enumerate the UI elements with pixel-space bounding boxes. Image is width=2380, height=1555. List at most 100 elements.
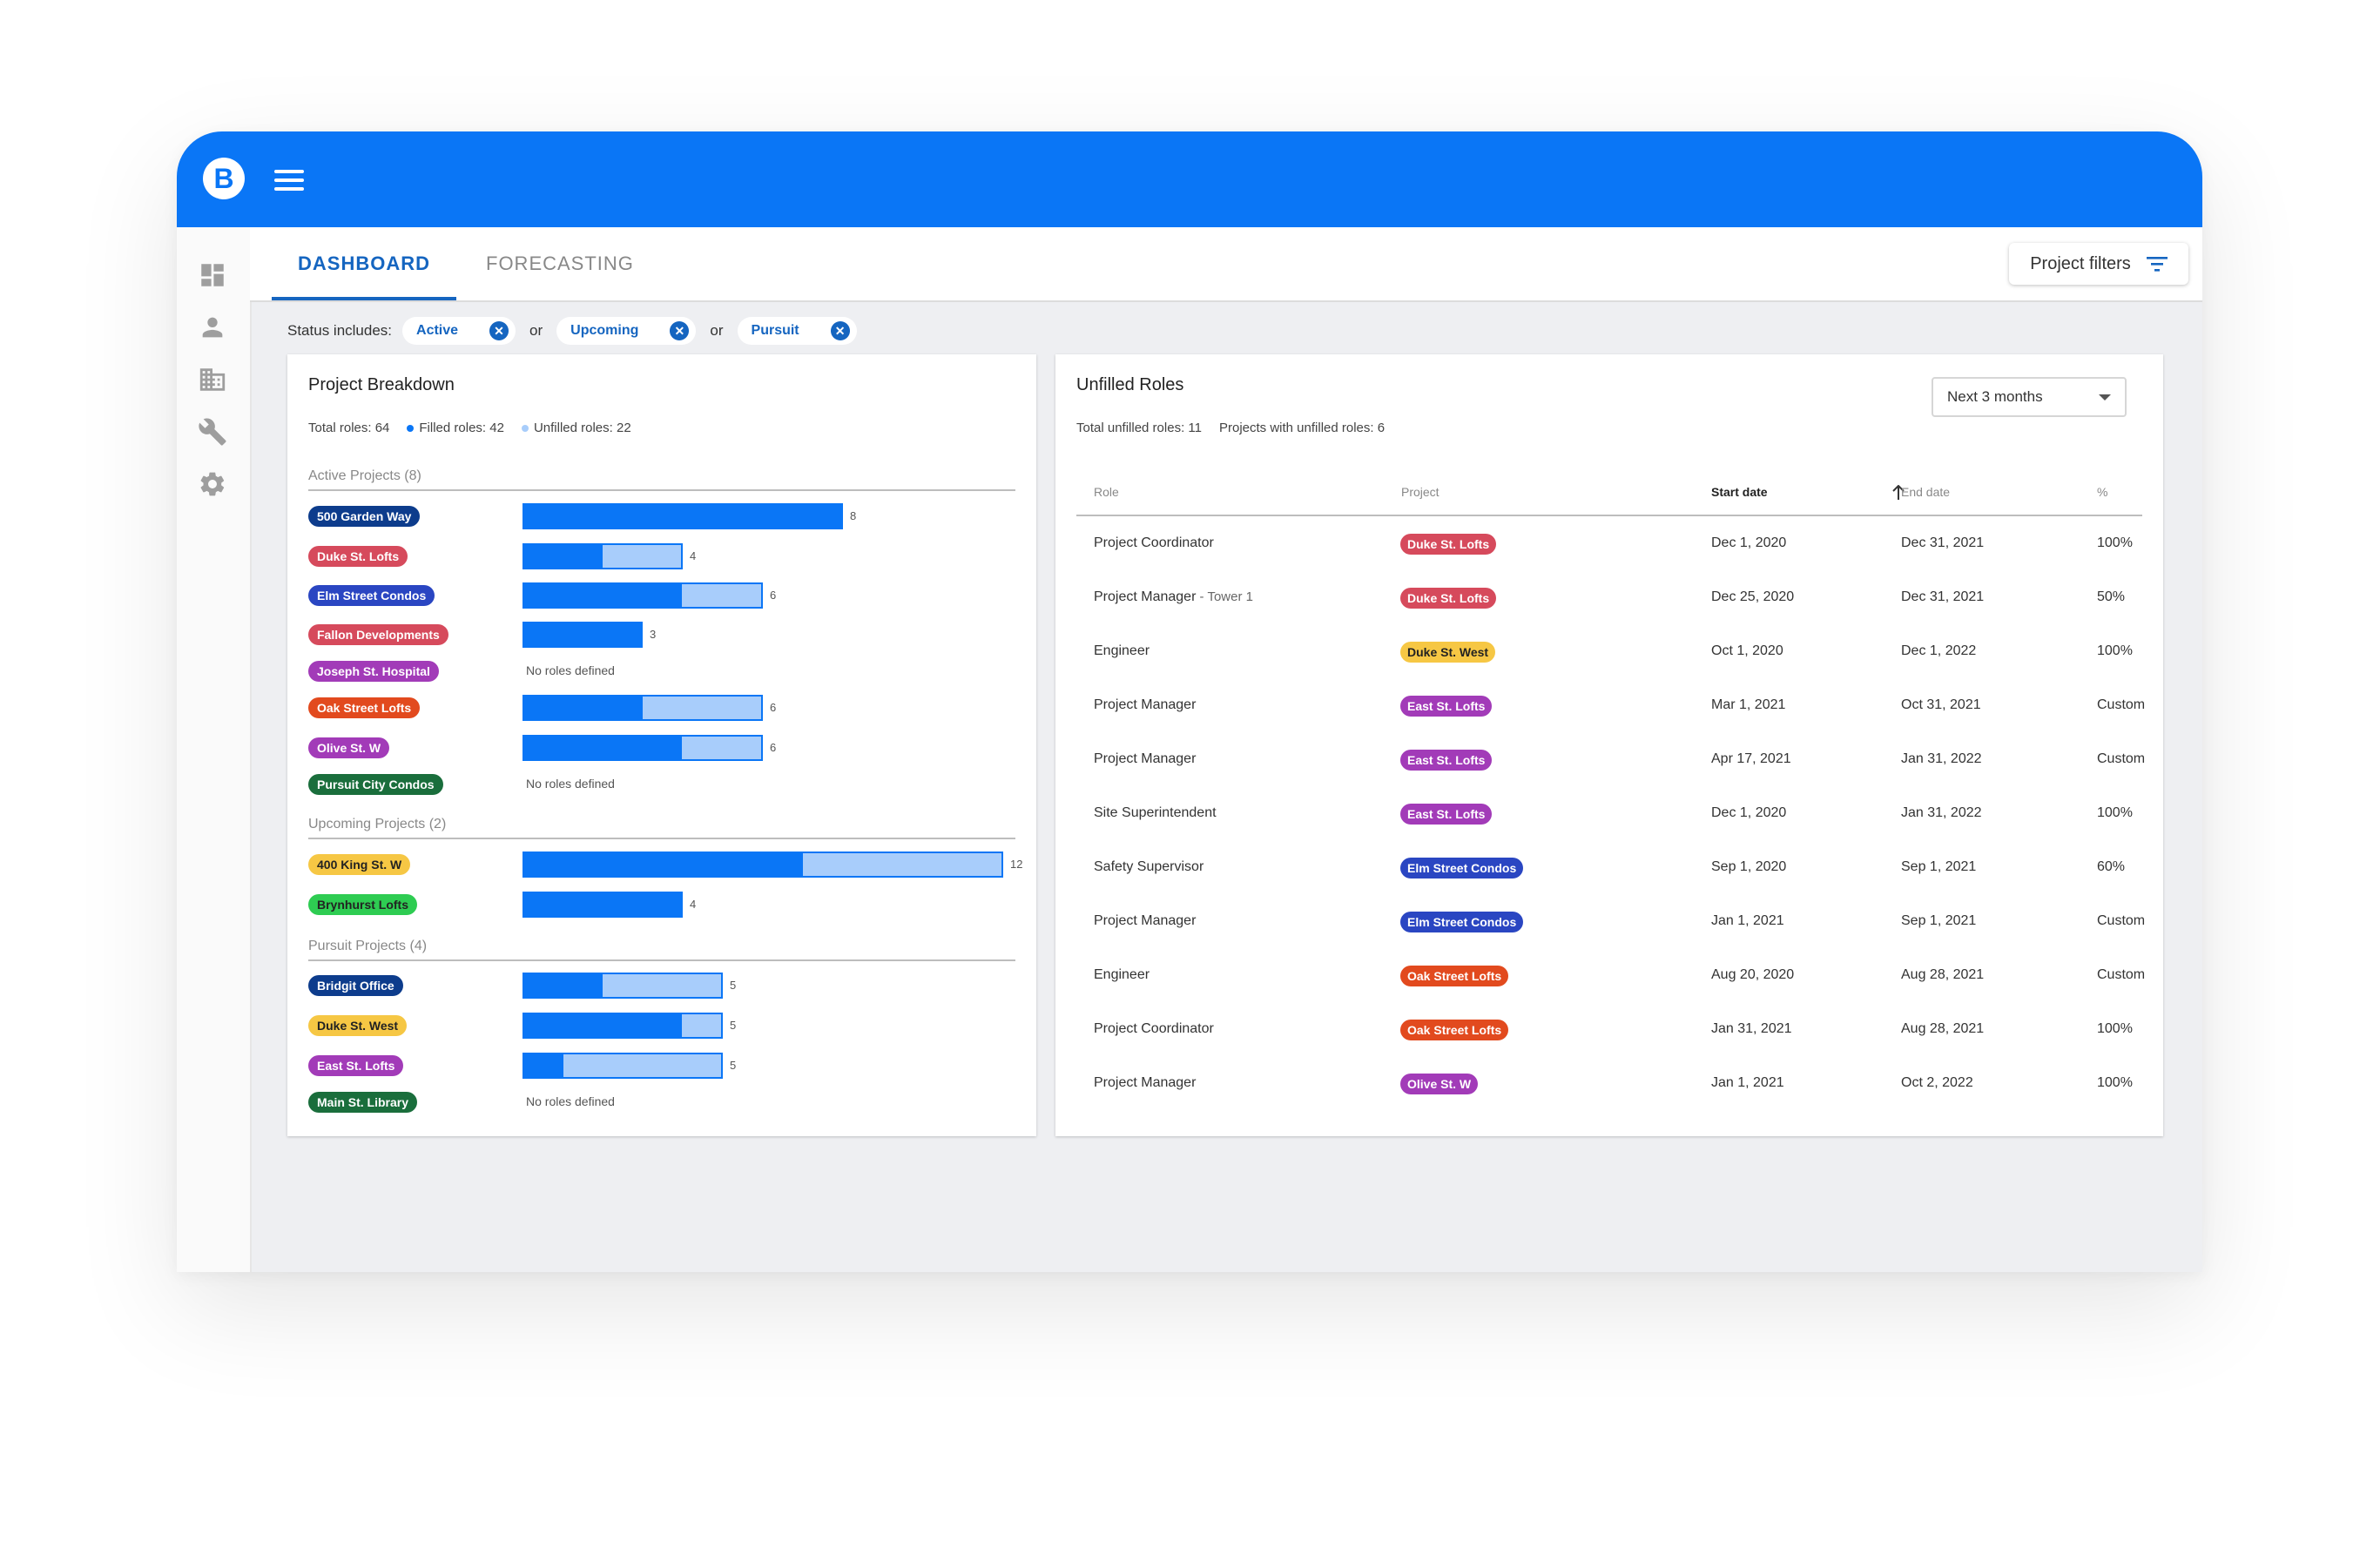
dashboard-icon[interactable] [198, 260, 227, 290]
col-start-date[interactable]: Start date [1711, 485, 1768, 499]
role-bar[interactable] [523, 582, 763, 609]
status-chip-active[interactable]: Active ✕ [402, 317, 516, 345]
percent-cell: 60% [2097, 859, 2126, 874]
project-tag[interactable]: Brynhurst Lofts [308, 894, 417, 915]
table-row[interactable]: Project Manager - Tower 1 Duke St. Lofts D… [1076, 570, 2142, 624]
project-tag[interactable]: Elm Street Condos [1400, 858, 1524, 878]
table-row[interactable]: Engineer Oak Street Lofts Aug 20, 2020 Aug … [1076, 948, 2145, 1002]
project-tag[interactable]: East St. Lofts [1400, 804, 1493, 825]
col-project[interactable]: Project [1401, 485, 1439, 499]
role-bar[interactable] [523, 503, 843, 529]
project-tag[interactable]: Olive St. W [308, 737, 390, 758]
unfilled-stats: Total unfilled roles: 11 Projects with u… [1076, 421, 1385, 435]
end-date-cell: Oct 31, 2021 [1901, 697, 1981, 712]
unfilled-roles-table: Role Project Start date End date % Proje… [1076, 471, 2145, 1110]
role-name: Project Manager [1094, 913, 1197, 928]
role-bar[interactable] [523, 1013, 723, 1039]
project-filters-button[interactable]: Project filters [2009, 243, 2188, 285]
no-roles-text: No roles defined [526, 1094, 615, 1108]
role-bar[interactable] [523, 892, 683, 918]
settings-icon[interactable] [198, 469, 227, 499]
building-icon[interactable] [198, 365, 227, 394]
breakdown-stats: Total roles: 64 Filled roles: 42 Unfille… [308, 421, 631, 435]
role-bar[interactable] [523, 543, 683, 569]
project-tag[interactable]: East St. Lofts [1400, 696, 1493, 717]
project-tag[interactable]: Fallon Developments [308, 624, 448, 645]
app-logo[interactable]: B [203, 158, 245, 199]
role-count: 5 [730, 979, 737, 992]
role-bar[interactable] [523, 852, 1003, 878]
project-tag[interactable]: East St. Lofts [308, 1055, 404, 1076]
filled-bar [524, 545, 603, 568]
project-tag[interactable]: Main St. Library [308, 1092, 418, 1113]
col-end-date[interactable]: End date [1901, 485, 1951, 499]
role-cell: Safety Supervisor [1094, 859, 1203, 875]
project-tag[interactable]: Elm Street Condos [1400, 912, 1524, 932]
project-tag[interactable]: Pursuit City Condos [308, 774, 443, 795]
wrench-icon[interactable] [198, 417, 227, 447]
role-bar[interactable] [523, 695, 763, 721]
project-tag[interactable]: Duke St. West [1400, 642, 1496, 663]
table-row[interactable]: Site Superintendent East St. Lofts Dec 1, … [1076, 786, 2142, 840]
percent-cell: 100% [2097, 1021, 2133, 1036]
project-filters-label: Project filters [2030, 253, 2131, 273]
person-icon[interactable] [198, 313, 227, 342]
chip-remove-icon[interactable]: ✕ [670, 321, 690, 340]
filled-bar [524, 623, 641, 646]
end-date-cell: Dec 1, 2022 [1901, 643, 1977, 658]
start-date-cell: Dec 25, 2020 [1711, 589, 1795, 604]
start-date-cell: Jan 31, 2021 [1711, 1021, 1792, 1036]
project-breakdown-card: Project Breakdown Total roles: 64 Filled… [287, 354, 1036, 1136]
tab-forecasting[interactable]: FORECASTING [486, 252, 634, 274]
project-tag[interactable]: 400 King St. W [308, 854, 411, 875]
menu-icon[interactable] [274, 170, 304, 191]
project-tag[interactable]: 500 Garden Way [308, 506, 421, 527]
table-row[interactable]: Project Manager Olive St. W Jan 1, 2021 Oct… [1076, 1056, 2142, 1110]
role-bar[interactable] [523, 1053, 723, 1079]
role-bar[interactable] [523, 973, 723, 999]
project-tag[interactable]: Oak Street Lofts [1400, 1020, 1509, 1040]
table-row[interactable]: Engineer Duke St. West Oct 1, 2020 Dec 1, 2… [1076, 624, 2142, 678]
col-percent[interactable]: % [2097, 485, 2108, 499]
table-row[interactable]: Project Manager Elm Street Condos Jan 1, 2… [1076, 894, 2145, 948]
role-cell: Engineer [1094, 643, 1150, 659]
project-row: East St. Lofts 5 [308, 1053, 1022, 1079]
table-row[interactable]: Project Manager East St. Lofts Apr 17, 202… [1076, 732, 2145, 786]
time-range-value: Next 3 months [1947, 388, 2043, 405]
chip-remove-icon[interactable]: ✕ [830, 321, 850, 340]
unfilled-roles-card: Unfilled Roles Total unfilled roles: 11 … [1055, 354, 2163, 1136]
project-tag[interactable]: Duke St. Lofts [1400, 534, 1497, 555]
percent-cell: 50% [2097, 589, 2126, 604]
project-tag[interactable]: Joseph St. Hospital [308, 661, 439, 682]
project-tag[interactable]: Olive St. W [1400, 1074, 1479, 1094]
chip-remove-icon[interactable]: ✕ [489, 321, 509, 340]
project-tag[interactable]: Oak Street Lofts [308, 697, 421, 718]
project-tag[interactable]: Elm Street Condos [308, 585, 435, 606]
project-tag[interactable]: Duke St. Lofts [1400, 588, 1497, 609]
table-body: Project Coordinator Duke St. Lofts Dec 1, … [1076, 516, 2145, 1110]
project-tag[interactable]: Bridgit Office [308, 975, 403, 996]
role-subtitle: - Tower 1 [1196, 589, 1253, 604]
role-bar[interactable] [523, 735, 763, 761]
filled-bar [524, 1054, 564, 1077]
status-chip-pursuit[interactable]: Pursuit ✕ [737, 317, 857, 345]
project-tag[interactable]: Duke St. Lofts [308, 546, 408, 567]
project-tag[interactable]: Duke St. West [308, 1015, 408, 1036]
project-row: Pursuit City Condos No roles defined [308, 771, 1022, 798]
project-tag[interactable]: Oak Street Lofts [1400, 966, 1509, 986]
col-role[interactable]: Role [1094, 485, 1119, 499]
time-range-select[interactable]: Next 3 months [1932, 377, 2127, 417]
table-row[interactable]: Project Coordinator Duke St. Lofts Dec 1, … [1076, 516, 2142, 570]
status-chip-upcoming[interactable]: Upcoming ✕ [556, 317, 697, 345]
project-row: Brynhurst Lofts 4 [308, 892, 1022, 918]
table-row[interactable]: Project Coordinator Oak Street Lofts Jan 3… [1076, 1002, 2142, 1056]
project-tag[interactable]: East St. Lofts [1400, 750, 1493, 771]
role-bar[interactable] [523, 622, 643, 648]
sort-arrow-up-icon[interactable] [1891, 485, 1905, 501]
role-name: Project Manager [1094, 1075, 1197, 1090]
total-unfilled: Total unfilled roles: 11 [1076, 421, 1202, 435]
tab-dashboard[interactable]: DASHBOARD [272, 227, 456, 300]
end-date-cell: Jan 31, 2022 [1901, 751, 1982, 766]
table-row[interactable]: Safety Supervisor Elm Street Condos Sep 1,… [1076, 840, 2142, 894]
table-row[interactable]: Project Manager East St. Lofts Mar 1, 2021… [1076, 678, 2145, 732]
